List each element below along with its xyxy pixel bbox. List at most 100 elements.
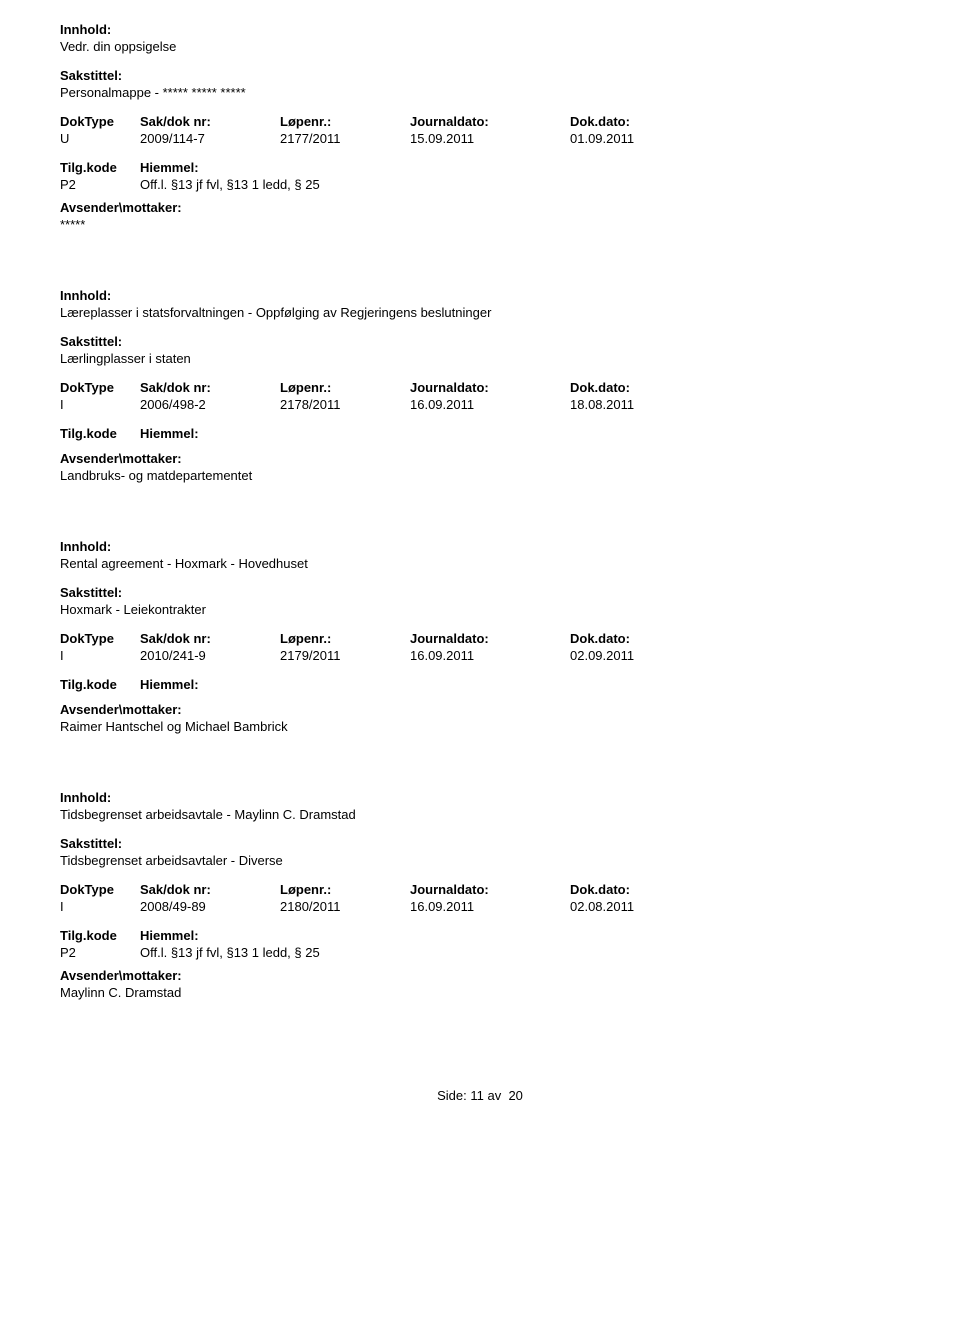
record: Innhold: Vedr. din oppsigelse Sakstittel… [60, 22, 900, 232]
col-sakdok: Sak/dok nr: [140, 631, 280, 646]
side-label: Side: [437, 1088, 467, 1103]
col-dokdato: Dok.dato: [570, 882, 730, 897]
tilg-header: Tilg.kode Hiemmel: [60, 426, 900, 441]
columns-values: U 2009/114-7 2177/2011 15.09.2011 01.09.… [60, 131, 900, 146]
col-dokdato: Dok.dato: [570, 380, 730, 395]
val-sakdok: 2010/241-9 [140, 648, 280, 663]
val-lopenr: 2178/2011 [280, 397, 410, 412]
innhold-value: Tidsbegrenset arbeidsavtale - Maylinn C.… [60, 807, 900, 822]
val-dokdato: 18.08.2011 [570, 397, 730, 412]
hjemmel-label: Hiemmel: [140, 426, 900, 441]
col-doktype: DokType [60, 380, 140, 395]
val-journaldato: 16.09.2011 [410, 899, 570, 914]
col-sakdok: Sak/dok nr: [140, 882, 280, 897]
innhold-value: Vedr. din oppsigelse [60, 39, 900, 54]
tilg-header: Tilg.kode Hiemmel: [60, 160, 900, 175]
col-lopenr: Løpenr.: [280, 882, 410, 897]
avsender-label: Avsender\mottaker: [60, 200, 900, 215]
col-lopenr: Løpenr.: [280, 380, 410, 395]
hjemmel-value: Off.l. §13 jf fvl, §13 1 ledd, § 25 [140, 945, 900, 960]
avsender-value: Landbruks- og matdepartementet [60, 468, 900, 483]
col-journaldato: Journaldato: [410, 882, 570, 897]
columns-values: I 2008/49-89 2180/2011 16.09.2011 02.08.… [60, 899, 900, 914]
tilg-values: P2 Off.l. §13 jf fvl, §13 1 ledd, § 25 [60, 177, 900, 192]
val-lopenr: 2177/2011 [280, 131, 410, 146]
record: Innhold: Rental agreement - Hoxmark - Ho… [60, 539, 900, 734]
val-lopenr: 2179/2011 [280, 648, 410, 663]
val-doktype: U [60, 131, 140, 146]
page-footer: Side: 11 av 20 [60, 1088, 900, 1103]
col-lopenr: Løpenr.: [280, 114, 410, 129]
col-journaldato: Journaldato: [410, 114, 570, 129]
val-journaldato: 15.09.2011 [410, 131, 570, 146]
hjemmel-label: Hiemmel: [140, 677, 900, 692]
innhold-label: Innhold: [60, 288, 900, 303]
sakstittel-value: Lærlingplasser i staten [60, 351, 900, 366]
col-dokdato: Dok.dato: [570, 114, 730, 129]
hjemmel-value: Off.l. §13 jf fvl, §13 1 ledd, § 25 [140, 177, 900, 192]
records-list: Innhold: Vedr. din oppsigelse Sakstittel… [60, 22, 900, 1000]
val-sakdok: 2006/498-2 [140, 397, 280, 412]
innhold-label: Innhold: [60, 790, 900, 805]
col-dokdato: Dok.dato: [570, 631, 730, 646]
sakstittel-value: Tidsbegrenset arbeidsavtaler - Diverse [60, 853, 900, 868]
sakstittel-label: Sakstittel: [60, 68, 900, 83]
avsender-label: Avsender\mottaker: [60, 451, 900, 466]
record: Innhold: Tidsbegrenset arbeidsavtale - M… [60, 790, 900, 1000]
val-journaldato: 16.09.2011 [410, 648, 570, 663]
tilgkode-label: Tilg.kode [60, 928, 140, 943]
val-doktype: I [60, 648, 140, 663]
col-journaldato: Journaldato: [410, 380, 570, 395]
columns-header: DokType Sak/dok nr: Løpenr.: Journaldato… [60, 631, 900, 646]
sakstittel-label: Sakstittel: [60, 836, 900, 851]
col-doktype: DokType [60, 631, 140, 646]
avsender-value: ***** [60, 217, 900, 232]
col-sakdok: Sak/dok nr: [140, 380, 280, 395]
columns-header: DokType Sak/dok nr: Løpenr.: Journaldato… [60, 114, 900, 129]
tilgkode-label: Tilg.kode [60, 426, 140, 441]
innhold-label: Innhold: [60, 22, 900, 37]
page-total: 20 [508, 1088, 522, 1103]
columns-header: DokType Sak/dok nr: Løpenr.: Journaldato… [60, 380, 900, 395]
val-doktype: I [60, 397, 140, 412]
avsender-value: Maylinn C. Dramstad [60, 985, 900, 1000]
tilg-header: Tilg.kode Hiemmel: [60, 928, 900, 943]
val-sakdok: 2009/114-7 [140, 131, 280, 146]
record: Innhold: Læreplasser i statsforvaltninge… [60, 288, 900, 483]
avsender-value: Raimer Hantschel og Michael Bambrick [60, 719, 900, 734]
val-doktype: I [60, 899, 140, 914]
avsender-label: Avsender\mottaker: [60, 968, 900, 983]
tilgkode-label: Tilg.kode [60, 677, 140, 692]
tilgkode-value: P2 [60, 945, 140, 960]
col-journaldato: Journaldato: [410, 631, 570, 646]
page-number: 11 [470, 1088, 484, 1103]
val-sakdok: 2008/49-89 [140, 899, 280, 914]
innhold-label: Innhold: [60, 539, 900, 554]
avsender-label: Avsender\mottaker: [60, 702, 900, 717]
col-doktype: DokType [60, 114, 140, 129]
columns-values: I 2006/498-2 2178/2011 16.09.2011 18.08.… [60, 397, 900, 412]
val-dokdato: 01.09.2011 [570, 131, 730, 146]
hjemmel-label: Hiemmel: [140, 928, 900, 943]
hjemmel-label: Hiemmel: [140, 160, 900, 175]
sakstittel-label: Sakstittel: [60, 585, 900, 600]
val-lopenr: 2180/2011 [280, 899, 410, 914]
col-sakdok: Sak/dok nr: [140, 114, 280, 129]
tilg-header: Tilg.kode Hiemmel: [60, 677, 900, 692]
columns-values: I 2010/241-9 2179/2011 16.09.2011 02.09.… [60, 648, 900, 663]
tilgkode-label: Tilg.kode [60, 160, 140, 175]
col-lopenr: Løpenr.: [280, 631, 410, 646]
val-dokdato: 02.09.2011 [570, 648, 730, 663]
innhold-value: Rental agreement - Hoxmark - Hovedhuset [60, 556, 900, 571]
av-label: av [487, 1088, 501, 1103]
val-dokdato: 02.08.2011 [570, 899, 730, 914]
tilgkode-value: P2 [60, 177, 140, 192]
col-doktype: DokType [60, 882, 140, 897]
tilg-values: P2 Off.l. §13 jf fvl, §13 1 ledd, § 25 [60, 945, 900, 960]
sakstittel-value: Hoxmark - Leiekontrakter [60, 602, 900, 617]
columns-header: DokType Sak/dok nr: Løpenr.: Journaldato… [60, 882, 900, 897]
sakstittel-label: Sakstittel: [60, 334, 900, 349]
sakstittel-value: Personalmappe - ***** ***** ***** [60, 85, 900, 100]
val-journaldato: 16.09.2011 [410, 397, 570, 412]
innhold-value: Læreplasser i statsforvaltningen - Oppfø… [60, 305, 900, 320]
